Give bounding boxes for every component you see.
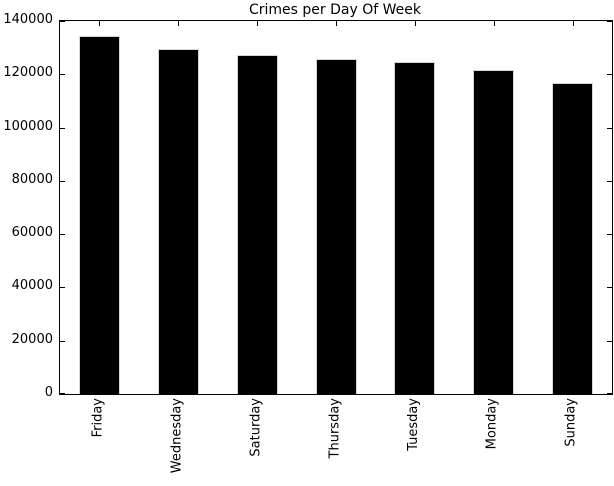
- y-tick-right-0: [607, 393, 612, 394]
- bar-monday: [473, 70, 514, 394]
- bar-wednesday: [158, 49, 199, 394]
- x-tick-label-friday: Friday: [90, 398, 106, 438]
- y-tick-right-120000: [607, 74, 612, 75]
- x-tick-top-wednesday: [178, 21, 179, 26]
- x-tick-top-thursday: [336, 21, 337, 26]
- chart-title: Crimes per Day Of Week: [249, 2, 421, 18]
- y-tick-right-140000: [607, 21, 612, 22]
- y-tick-left-100000: [60, 128, 65, 129]
- x-tick-label-saturday: Saturday: [248, 398, 264, 457]
- x-tick-label-monday: Monday: [484, 398, 500, 450]
- y-tick-label-60000: 60000: [11, 225, 53, 240]
- x-tick-bottom-monday: [494, 389, 495, 394]
- x-tick-bottom-sunday: [573, 389, 574, 394]
- bar-saturday: [237, 55, 278, 394]
- bar-thursday: [316, 59, 357, 394]
- y-tick-label-20000: 20000: [11, 332, 53, 347]
- y-tick-left-80000: [60, 181, 65, 182]
- x-tick-top-tuesday: [415, 21, 416, 26]
- y-tick-label-140000: 140000: [3, 12, 53, 27]
- y-tick-right-20000: [607, 341, 612, 342]
- x-tick-top-friday: [99, 21, 100, 26]
- y-tick-label-0: 0: [44, 385, 53, 400]
- y-tick-left-60000: [60, 234, 65, 235]
- y-tick-right-60000: [607, 234, 612, 235]
- x-tick-top-saturday: [257, 21, 258, 26]
- x-tick-label-thursday: Thursday: [327, 398, 342, 459]
- y-tick-left-0: [60, 393, 65, 394]
- y-tick-right-80000: [607, 181, 612, 182]
- x-tick-bottom-thursday: [336, 389, 337, 394]
- y-tick-right-100000: [607, 128, 612, 129]
- y-tick-left-20000: [60, 341, 65, 342]
- plot-area: [59, 20, 613, 395]
- bar-tuesday: [394, 62, 435, 394]
- y-tick-label-80000: 80000: [11, 172, 53, 187]
- x-tick-bottom-friday: [99, 389, 100, 394]
- x-tick-top-sunday: [573, 21, 574, 26]
- y-tick-left-40000: [60, 287, 65, 288]
- x-tick-bottom-saturday: [257, 389, 258, 394]
- y-tick-label-40000: 40000: [11, 278, 53, 293]
- x-tick-top-monday: [494, 21, 495, 26]
- y-tick-label-100000: 100000: [3, 119, 53, 134]
- x-tick-label-wednesday: Wednesday: [169, 398, 185, 474]
- x-tick-label-tuesday: Tuesday: [405, 398, 421, 451]
- y-tick-right-40000: [607, 287, 612, 288]
- y-tick-label-120000: 120000: [3, 65, 53, 80]
- x-tick-bottom-wednesday: [178, 389, 179, 394]
- y-tick-left-140000: [60, 21, 65, 22]
- x-tick-label-sunday: Sunday: [563, 398, 579, 447]
- bar-friday: [79, 36, 120, 394]
- x-tick-bottom-tuesday: [415, 389, 416, 394]
- y-tick-left-120000: [60, 74, 65, 75]
- bar-sunday: [552, 83, 593, 394]
